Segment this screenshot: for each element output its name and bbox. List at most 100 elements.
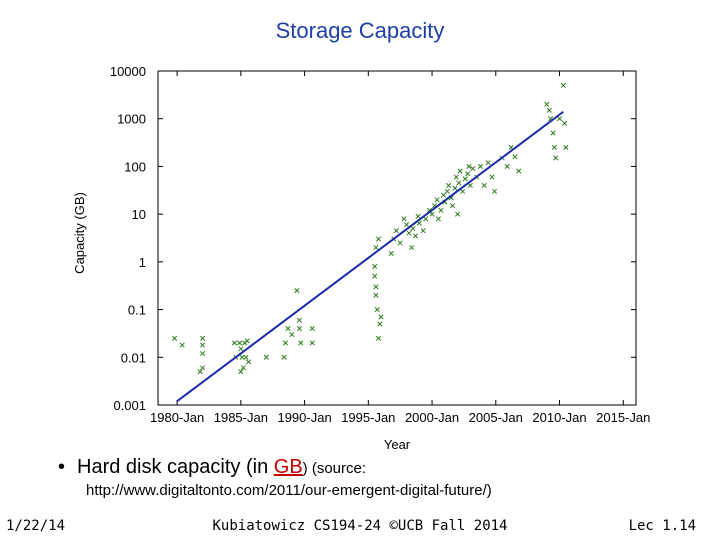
data-point (298, 340, 304, 346)
data-point (373, 244, 379, 251)
bullet-prefix: Hard disk capacity (in (77, 456, 274, 478)
data-point (200, 335, 206, 341)
data-point (412, 233, 419, 239)
data-point (516, 168, 522, 174)
data-point (477, 163, 484, 169)
y-tick-label: 0.01 (121, 350, 146, 365)
data-point (456, 180, 462, 186)
data-point (563, 144, 569, 150)
data-point (397, 240, 403, 246)
data-point (296, 317, 303, 323)
data-point (423, 216, 429, 222)
footer-course: Kubiatowicz CS194-24 ©UCB Fall 2014 (212, 518, 508, 534)
data-point (377, 321, 383, 327)
data-point (309, 340, 315, 346)
source-url[interactable]: http://www.digitaltonto.com/2011/our-eme… (86, 482, 492, 499)
y-axis: 0.001 0.01 0.1 1 10 100 1000 10000 (110, 64, 636, 413)
data-point (454, 211, 461, 217)
data-point (504, 163, 510, 169)
data-point (244, 338, 250, 344)
data-point (263, 354, 269, 360)
data-point (449, 203, 456, 209)
data-point (485, 160, 491, 166)
data-point (238, 346, 244, 352)
data-point (420, 228, 426, 234)
data-point (551, 144, 557, 150)
data-point (378, 314, 384, 320)
data-point (200, 365, 206, 371)
x-axis-label: Year (384, 437, 411, 452)
data-point (438, 207, 444, 213)
data-point (453, 174, 459, 180)
footer-date: 1/22/14 (6, 518, 66, 534)
footer-lecture: Lec 1.14 (628, 518, 696, 534)
data-point (200, 342, 206, 348)
x-tick-label: 1990-Jan (277, 410, 331, 425)
slide-title: Storage Capacity (275, 18, 445, 43)
data-point (240, 365, 246, 371)
data-point (446, 182, 452, 188)
data-point (289, 331, 295, 338)
data-point (444, 188, 450, 194)
x-tick-label: 2005-Jan (469, 410, 523, 425)
data-point (237, 340, 243, 346)
data-point (435, 216, 441, 222)
x-tick-label: 1985-Jan (214, 410, 268, 425)
data-point (231, 340, 238, 346)
data-point (562, 120, 568, 126)
data-point (560, 82, 566, 88)
data-point (550, 130, 556, 136)
x-tick-label: 2000-Jan (405, 410, 459, 425)
y-tick-label: 1 (139, 255, 146, 270)
bullet-text: • Hard disk capacity (in GB) (source: (58, 456, 366, 479)
data-point (393, 228, 399, 234)
data-point (481, 182, 487, 188)
data-point (546, 107, 552, 113)
bullet-dot: • (58, 456, 66, 478)
data-point (465, 171, 471, 177)
data-point (388, 250, 394, 257)
data-point (372, 273, 378, 279)
data-point (309, 326, 315, 332)
data-point (281, 354, 287, 360)
data-point (372, 263, 378, 270)
data-point (373, 292, 379, 298)
data-point (491, 188, 498, 194)
data-point (512, 154, 518, 160)
y-tick-label: 0.1 (128, 303, 146, 318)
data-points (172, 82, 569, 375)
data-point (410, 225, 416, 232)
data-point (200, 350, 206, 357)
x-tick-label: 1995-Jan (341, 410, 395, 425)
gb-link[interactable]: GB (273, 456, 303, 478)
y-tick-label: 0.001 (113, 398, 146, 413)
data-point (243, 354, 249, 360)
data-point (197, 369, 203, 375)
plot-frame (157, 70, 637, 406)
data-point (470, 166, 476, 172)
data-point (404, 222, 410, 228)
y-tick-label: 100 (124, 159, 146, 174)
y-tick-label: 10000 (110, 64, 146, 79)
data-point (489, 174, 495, 180)
x-tick-label: 2010-Jan (532, 410, 586, 425)
data-point (462, 176, 468, 182)
y-tick-label: 10 (132, 207, 146, 222)
data-point (457, 168, 463, 174)
data-point (406, 230, 412, 236)
data-point (415, 213, 421, 219)
data-point (238, 369, 244, 375)
bullet-suffix: ) (source: (302, 460, 367, 477)
data-point (429, 211, 435, 217)
data-point (296, 326, 303, 332)
data-point (452, 185, 458, 191)
data-point (440, 192, 447, 198)
data-point (179, 342, 185, 348)
y-axis-label: Capacity (GB) (72, 192, 87, 274)
data-point (239, 354, 245, 360)
data-point (285, 326, 291, 332)
data-point (373, 284, 379, 290)
data-point (553, 155, 559, 161)
data-point (172, 335, 178, 341)
